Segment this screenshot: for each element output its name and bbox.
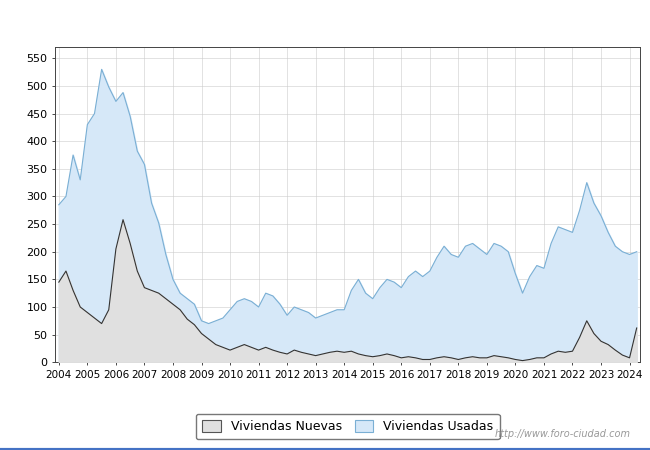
Text: http://www.foro-ciudad.com: http://www.foro-ciudad.com [495, 429, 630, 439]
Legend: Viviendas Nuevas, Viviendas Usadas: Viviendas Nuevas, Viviendas Usadas [196, 414, 500, 440]
Text: Calafell - Evolucion del Nº de Transacciones Inmobiliarias: Calafell - Evolucion del Nº de Transacci… [116, 13, 534, 27]
